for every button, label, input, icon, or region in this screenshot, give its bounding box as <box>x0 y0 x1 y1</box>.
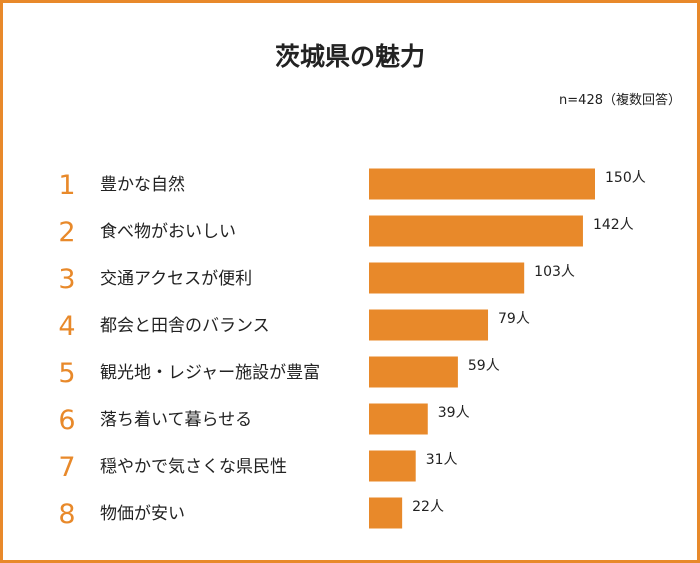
value-label: 31人 <box>426 452 458 468</box>
rank-number: 3 <box>58 264 75 295</box>
bar <box>369 168 595 200</box>
category-label: 都会と田舎のバランス <box>100 316 270 336</box>
value-label: 59人 <box>468 358 500 374</box>
bar <box>369 497 403 529</box>
bar <box>369 450 416 482</box>
bar <box>369 309 489 341</box>
rank-number: 4 <box>58 311 75 342</box>
bar <box>369 356 458 388</box>
category-label: 観光地・レジャー施設が豊富 <box>100 363 320 383</box>
rank-number: 6 <box>58 405 75 436</box>
category-label: 物価が安い <box>100 504 185 524</box>
sample-size-note: n=428（複数回答） <box>559 93 681 108</box>
value-label: 142人 <box>593 217 634 233</box>
category-label: 豊かな自然 <box>100 175 185 195</box>
category-label: 穏やかで気さくな県民性 <box>100 457 287 477</box>
value-label: 150人 <box>605 170 646 186</box>
bar <box>369 403 428 435</box>
category-label: 交通アクセスが便利 <box>100 269 252 289</box>
category-label: 落ち着いて暮らせる <box>100 410 252 430</box>
chart-title: 茨城県の魅力 <box>274 42 425 71</box>
value-label: 39人 <box>438 405 470 421</box>
value-label: 79人 <box>498 311 530 327</box>
bar <box>369 262 525 294</box>
rank-number: 1 <box>58 170 75 201</box>
category-label: 食べ物がおいしい <box>100 222 236 242</box>
bar-chart: 1 豊かな自然 150人 2 食べ物がおいしい 142人 3 交通アクセスが便利 103人 4 都会… <box>58 168 646 530</box>
rank-number: 8 <box>58 499 75 530</box>
rank-number: 2 <box>58 217 75 248</box>
value-label: 103人 <box>534 264 575 280</box>
rank-number: 5 <box>58 358 75 389</box>
value-label: 22人 <box>412 499 444 515</box>
rank-number: 7 <box>58 452 75 483</box>
bar <box>369 215 583 247</box>
